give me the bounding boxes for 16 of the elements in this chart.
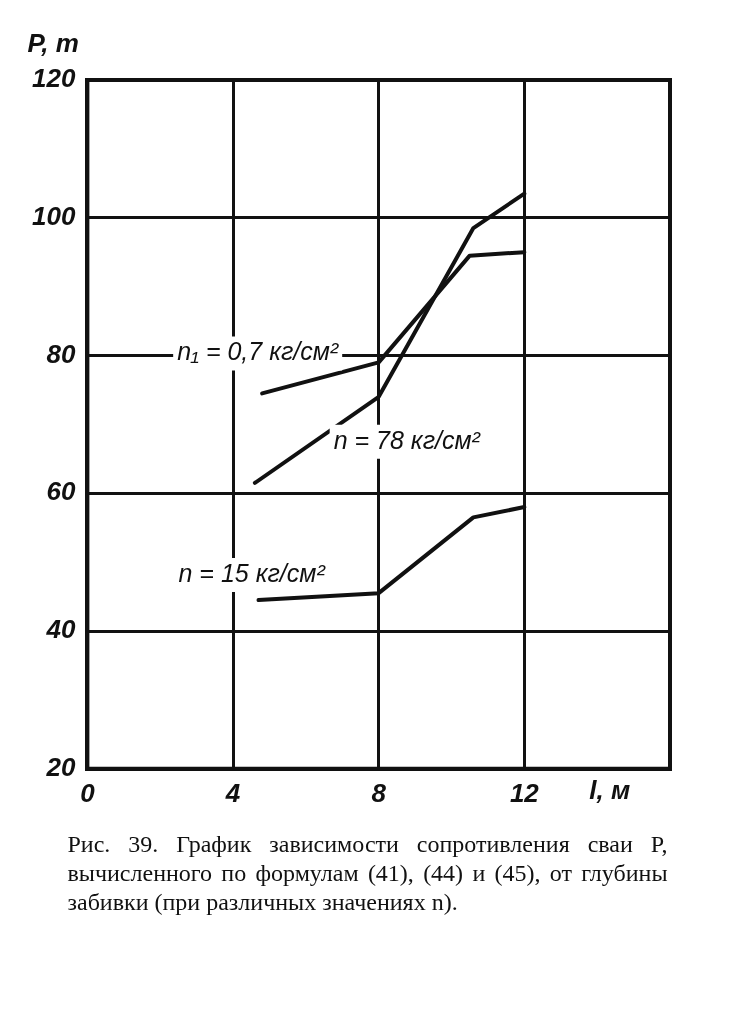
- x-tick-label: 12: [509, 777, 540, 808]
- y-tick-label: 40: [45, 614, 76, 645]
- x-tick-label: 0: [80, 777, 96, 808]
- y-tick-label: 20: [45, 751, 76, 782]
- y-tick-label: 120: [31, 63, 76, 94]
- x-axis-title: l, м: [589, 774, 631, 805]
- y-axis-title: P, т: [27, 28, 79, 59]
- series-label: n = 15 кг/см²: [178, 559, 327, 587]
- y-tick-label: 80: [46, 338, 76, 369]
- text: Рис. 39. График зависимости сопротивления сваи P, вычисленного по формулам (41), (44) и (45), от глубины забивки (при различных значениях n).: [67, 830, 668, 917]
- x-tick-label: 8: [371, 777, 387, 808]
- series-label: n = 78 кг/см²: [333, 425, 482, 454]
- y-tick-label: 60: [46, 476, 76, 507]
- y-tick-label: 100: [31, 200, 76, 231]
- series-label: n₁ = 0,7 кг/см²: [177, 337, 340, 366]
- x-tick-label: 4: [224, 777, 241, 808]
